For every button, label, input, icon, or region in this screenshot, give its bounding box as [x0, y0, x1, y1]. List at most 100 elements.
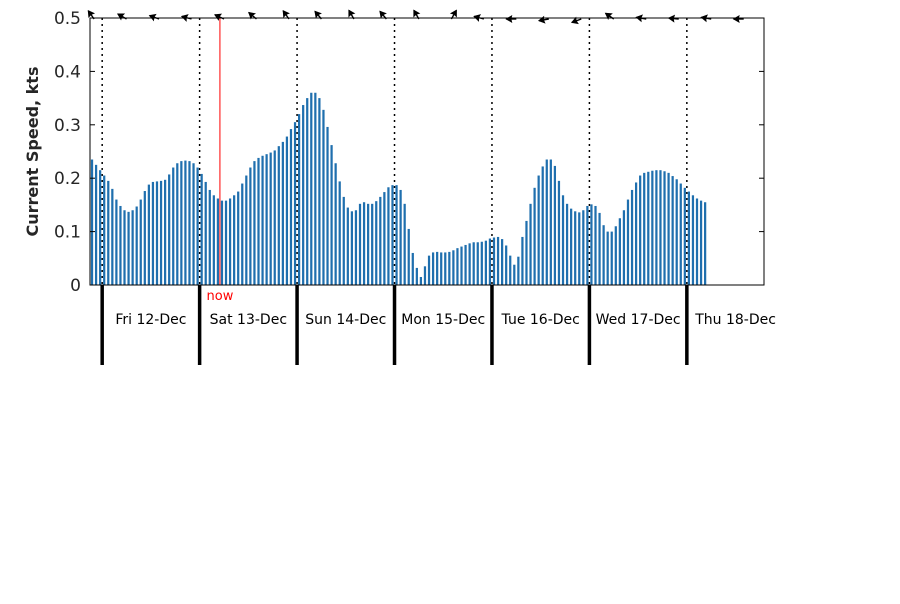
bar	[505, 245, 508, 285]
bar	[180, 161, 183, 285]
bar	[277, 146, 280, 285]
bar	[456, 248, 459, 285]
bar	[513, 264, 516, 285]
direction-arrow	[667, 14, 679, 23]
arrow-head	[505, 15, 513, 23]
direction-arrow	[314, 10, 322, 20]
bar	[265, 154, 268, 285]
bar	[541, 166, 544, 285]
bar	[679, 183, 682, 285]
bar	[168, 174, 171, 285]
direction-arrow	[413, 9, 421, 20]
bar	[338, 181, 341, 285]
bar	[228, 198, 232, 285]
bar	[626, 199, 630, 285]
bar	[415, 267, 418, 285]
direction-arrow	[117, 13, 127, 21]
bar	[419, 276, 423, 285]
bar	[651, 170, 654, 285]
bar	[671, 176, 674, 285]
bar	[675, 179, 678, 285]
direction-arrow	[505, 15, 517, 23]
bar	[500, 239, 504, 285]
y-tick-label: 0.2	[54, 169, 81, 189]
bar	[135, 206, 138, 285]
arrow-head	[449, 9, 457, 18]
bar	[634, 182, 638, 285]
direction-arrow	[537, 15, 549, 24]
bar	[582, 210, 585, 285]
arrow-head	[348, 9, 356, 18]
bar	[208, 189, 211, 285]
bar	[163, 179, 167, 285]
bar	[314, 92, 317, 285]
bar	[253, 161, 256, 285]
arrow-head	[180, 14, 189, 22]
arrow-head	[732, 15, 740, 23]
bar	[598, 212, 601, 285]
y-axis-label: Current Speed, kts	[23, 67, 42, 237]
bar	[403, 203, 406, 285]
bar	[704, 202, 707, 285]
bar	[224, 200, 228, 285]
bar	[362, 202, 366, 285]
bar	[99, 170, 102, 285]
bar	[297, 114, 301, 286]
bar	[131, 210, 134, 285]
bar	[257, 157, 260, 285]
direction-arrow	[248, 11, 257, 20]
direction-arrow	[570, 16, 582, 25]
bar	[553, 165, 557, 285]
bar	[521, 236, 524, 285]
bar	[326, 126, 329, 285]
day-markers: Fri 12-Dec Sat 13-Dec Sun 14-Dec Mon 15-Dec…	[100, 285, 776, 365]
direction-arrow	[348, 9, 356, 20]
bar	[687, 191, 691, 285]
bar	[695, 198, 699, 285]
bar	[342, 196, 345, 285]
bar	[334, 163, 337, 285]
y-axis: 0 0.1 0.2 0.3 0.4 0.5	[54, 9, 764, 296]
day-label: Thu 18-Dec	[694, 312, 776, 328]
bar	[281, 141, 284, 285]
direction-arrow	[379, 10, 387, 20]
bar	[602, 225, 605, 285]
bar	[440, 252, 443, 285]
bar	[216, 198, 220, 285]
bar	[561, 195, 565, 285]
bar	[155, 181, 159, 285]
bar	[245, 175, 248, 285]
bar	[647, 171, 650, 285]
arrow-head	[667, 14, 676, 23]
bar	[537, 175, 540, 285]
bar	[427, 255, 431, 285]
arrow-head	[282, 9, 290, 19]
bar	[444, 252, 447, 285]
bar	[606, 231, 609, 285]
now-label: now	[207, 289, 234, 304]
bar	[111, 188, 114, 285]
arrow-head	[314, 10, 322, 19]
y-tick-label: 0.3	[54, 116, 81, 136]
y-tick-label: 0	[70, 276, 81, 296]
direction-arrow	[604, 12, 615, 20]
bar	[371, 203, 374, 285]
arrow-head	[473, 14, 482, 22]
bar	[395, 185, 398, 285]
bar	[468, 243, 471, 285]
bar	[423, 266, 427, 285]
bar	[322, 109, 325, 286]
bar	[289, 129, 293, 285]
direction-arrow	[282, 9, 290, 20]
bar	[302, 105, 305, 286]
bar	[375, 201, 378, 285]
arrow-head	[214, 13, 223, 21]
direction-arrow	[214, 13, 225, 21]
bar	[269, 152, 272, 285]
bar	[610, 231, 613, 285]
bar	[464, 244, 467, 285]
arrow-head	[148, 13, 157, 22]
bar	[594, 205, 597, 285]
bar	[147, 184, 150, 285]
